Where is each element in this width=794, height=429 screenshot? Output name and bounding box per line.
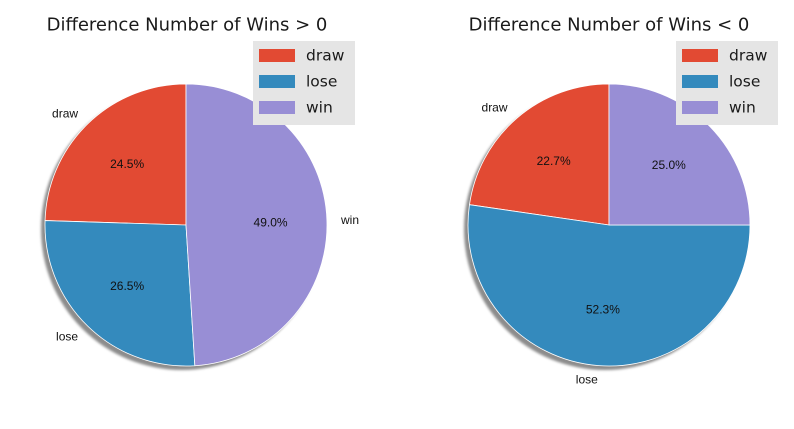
pie-slice-draw	[469, 83, 610, 226]
legend: draw lose win	[253, 41, 355, 125]
pie-slice-win	[608, 83, 751, 226]
pie-chart-wins-positive: draw 24.5% lose 26.5% win 49.0% Difference Num…	[41, 15, 359, 370]
legend-swatch-draw	[682, 49, 718, 62]
legend-label-draw: draw	[729, 47, 768, 65]
legend-label-lose: lose	[729, 73, 760, 91]
legend-swatch-lose	[682, 75, 718, 88]
pie-slice-draw	[44, 83, 187, 226]
slice-percent-lose: 26.5%	[110, 279, 144, 293]
legend-label-lose: lose	[306, 73, 337, 91]
legend-label-win: win	[729, 99, 756, 117]
slice-label-draw: draw	[482, 101, 508, 115]
legend-label-win: win	[306, 99, 333, 117]
legend-swatch-win	[682, 101, 718, 114]
pie-slice-lose	[467, 204, 751, 367]
slice-label-win: win	[340, 213, 359, 227]
chart-title: Difference Number of Wins > 0	[47, 15, 328, 36]
slice-percent-draw: 24.5%	[110, 157, 144, 171]
legend-label-draw: draw	[306, 47, 345, 65]
legend-swatch-lose	[259, 75, 295, 88]
slice-percent-lose: 52.3%	[586, 302, 620, 316]
slice-percent-win: 25.0%	[652, 158, 686, 172]
pie-slice-lose	[44, 220, 196, 367]
slice-label-draw: draw	[52, 107, 78, 121]
legend-swatch-draw	[259, 49, 295, 62]
slice-label-lose: lose	[576, 373, 598, 387]
legend: draw lose win	[676, 41, 778, 125]
legend-swatch-win	[259, 101, 295, 114]
slice-percent-win: 49.0%	[254, 215, 288, 229]
slice-label-lose: lose	[56, 329, 78, 343]
chart-title: Difference Number of Wins < 0	[469, 15, 750, 36]
pie-chart-wins-negative: draw 22.7% lose 52.3% win 25.0% Difference Num…	[464, 15, 778, 387]
pie-slice-win	[185, 83, 328, 367]
slice-percent-draw: 22.7%	[537, 154, 571, 168]
